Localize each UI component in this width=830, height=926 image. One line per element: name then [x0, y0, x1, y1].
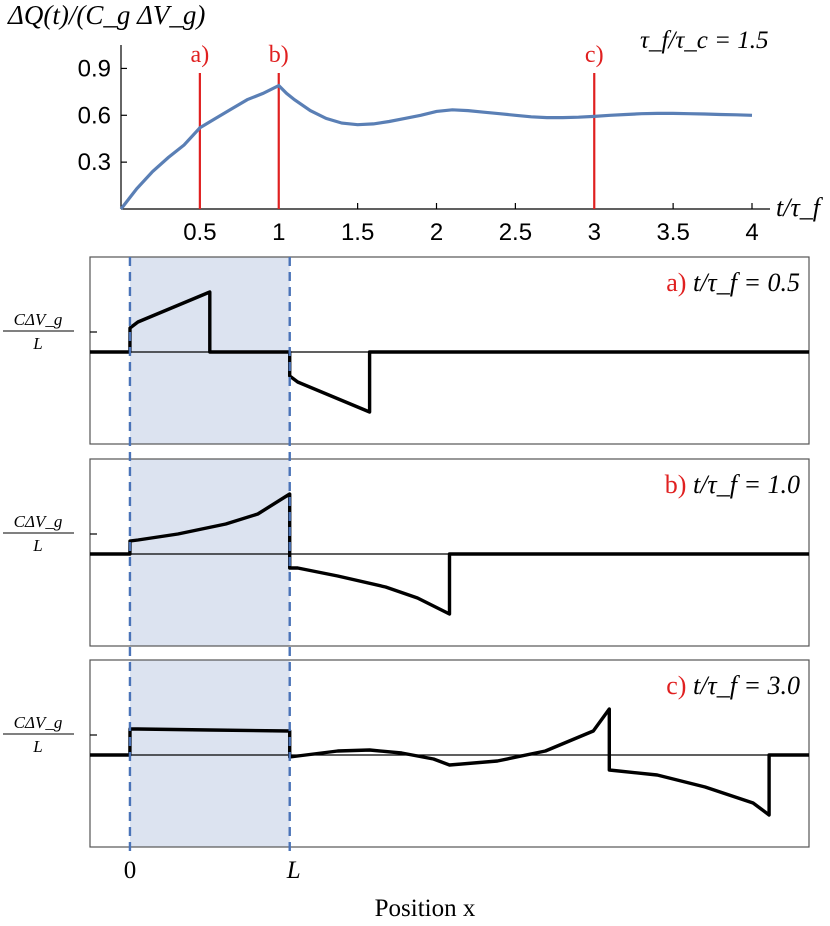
y-tick-label-numerator: CΔV_g	[14, 713, 63, 732]
top-x-tick-label: 1	[272, 219, 285, 246]
panel-c: CΔV_g Lc) t/τ_f = 3.0	[3, 659, 810, 848]
device-region-shade	[129, 459, 290, 646]
y-tick-label-denominator: L	[32, 334, 42, 353]
position-axis-label: Position x	[375, 895, 476, 922]
top-chart: ΔQ(t)/(C_g ΔV_g) τ_f/τ_c = 1.5 t/τ_f 0.5…	[7, 0, 824, 246]
panel-tag: a)	[666, 268, 693, 297]
time-marker-label: a)	[191, 42, 210, 68]
panel-a: CΔV_g La) t/τ_f = 0.5	[3, 256, 810, 445]
top-x-tick-label: 2	[430, 219, 443, 246]
top-y-tick-label: 0.9	[78, 55, 111, 82]
bottom-axis: 0 L Position x	[124, 857, 476, 922]
y-tick-label-denominator: L	[32, 737, 42, 756]
position-zero-label: 0	[124, 857, 137, 884]
time-marker-label: c)	[585, 42, 604, 68]
top-x-tick-label: 3.5	[656, 219, 689, 246]
panel-title: c) t/τ_f = 3.0	[666, 671, 800, 700]
y-tick-label-numerator: CΔV_g	[14, 310, 63, 329]
top-axes: 0.5 1 1.5 2 2.5 3 3.5 4 0.3 0.6 0.9	[78, 45, 770, 246]
top-y-tick-label: 0.3	[78, 149, 111, 176]
y-tick-label-denominator: L	[32, 536, 42, 555]
top-x-tick-label: 2.5	[499, 219, 532, 246]
panel-time: t/τ_f = 3.0	[693, 671, 800, 700]
top-x-tick-label: 3	[588, 219, 601, 246]
device-region-shade	[129, 660, 290, 847]
top-x-tick-label: 4	[745, 219, 758, 246]
ratio-annotation: τ_f/τ_c = 1.5	[640, 27, 769, 54]
panel-title: b) t/τ_f = 1.0	[665, 470, 800, 499]
position-panels: CΔV_g La) t/τ_f = 0.5 CΔV_g Lb) t/τ_f = 1.0…	[3, 256, 810, 855]
top-x-axis-label: t/τ_f	[776, 193, 824, 222]
top-x-tick-label: 0.5	[183, 219, 216, 246]
position-l-label: L	[286, 857, 301, 884]
panel-tag: b)	[665, 470, 693, 499]
y-tick-label: CΔV_g L	[3, 713, 74, 756]
panel-time: t/τ_f = 1.0	[693, 470, 800, 499]
top-y-tick-label: 0.6	[78, 102, 111, 129]
time-marker-label: b)	[269, 42, 289, 68]
y-tick-label-numerator: CΔV_g	[14, 512, 63, 531]
panel-title: a) t/τ_f = 0.5	[666, 268, 800, 297]
top-y-axis-label: ΔQ(t)/(C_g ΔV_g)	[7, 0, 205, 30]
y-tick-label: CΔV_g L	[3, 310, 74, 353]
charge-density-curve	[90, 707, 809, 817]
top-markers: a) b) c)	[191, 42, 604, 209]
panel-time: t/τ_f = 0.5	[693, 268, 800, 297]
panel-b: CΔV_g Lb) t/τ_f = 1.0	[3, 458, 810, 647]
charge-response-curve	[119, 83, 753, 210]
panel-tag: c)	[666, 671, 693, 700]
y-tick-label: CΔV_g L	[3, 512, 74, 555]
top-x-tick-label: 1.5	[341, 219, 374, 246]
